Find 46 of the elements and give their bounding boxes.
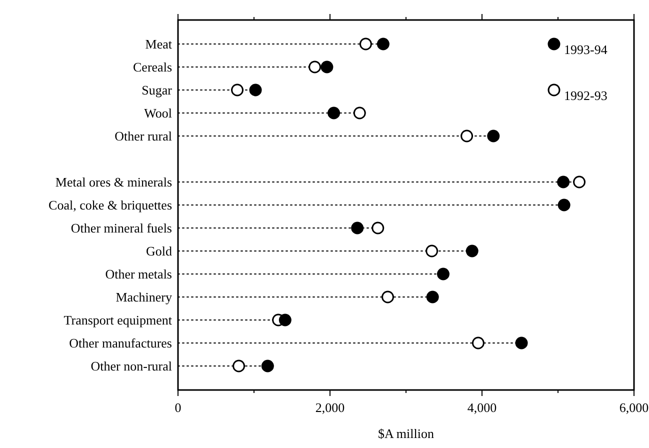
y-tick-label: Meat	[145, 36, 172, 52]
y-tick-label: Other non-rural	[90, 358, 172, 374]
point	[261, 360, 274, 372]
y-tick-label: Other manufactures	[69, 336, 172, 351]
y-tick-label: Metal ores & minerals	[55, 174, 172, 190]
point	[515, 336, 528, 350]
point	[558, 198, 570, 212]
x-tick-label: 2,000	[315, 400, 345, 415]
point	[376, 38, 390, 50]
y-tick-label: Other mineral fuels	[70, 220, 172, 236]
y-tick-label: Other rural	[114, 128, 172, 144]
y-tick-label: Gold	[146, 244, 172, 259]
legend-label: 1992-93	[564, 88, 608, 103]
point	[249, 84, 262, 96]
point	[382, 290, 394, 304]
point	[328, 106, 340, 120]
y-tick-label: Coal, coke & briquettes	[48, 198, 172, 213]
point	[573, 176, 586, 188]
point	[372, 222, 384, 234]
y-tick-label: Cereals	[133, 60, 172, 75]
point	[472, 336, 484, 350]
x-tick-label: 4,000	[467, 400, 497, 415]
point	[487, 130, 500, 142]
point	[353, 106, 366, 120]
point	[557, 176, 570, 188]
point	[320, 60, 334, 74]
y-tick-label: Transport equipment	[64, 312, 172, 328]
y-tick-label: Other metals	[105, 266, 172, 282]
point	[359, 38, 372, 50]
x-axis-title: $A million	[378, 426, 434, 441]
y-tick-label: Wool	[144, 106, 172, 121]
point	[231, 84, 244, 96]
point	[436, 268, 450, 280]
point	[426, 244, 438, 258]
point	[351, 222, 364, 234]
point	[308, 60, 322, 74]
legend-label: 1993-94	[564, 42, 608, 57]
point	[426, 290, 439, 304]
point	[232, 360, 246, 372]
x-tick-label: 0	[174, 400, 182, 415]
point	[278, 314, 292, 326]
point	[466, 244, 478, 258]
point	[460, 130, 474, 142]
y-tick-label: Sugar	[142, 82, 173, 98]
y-tick-label: Machinery	[116, 290, 172, 305]
x-tick-label: 6,000	[619, 400, 649, 415]
